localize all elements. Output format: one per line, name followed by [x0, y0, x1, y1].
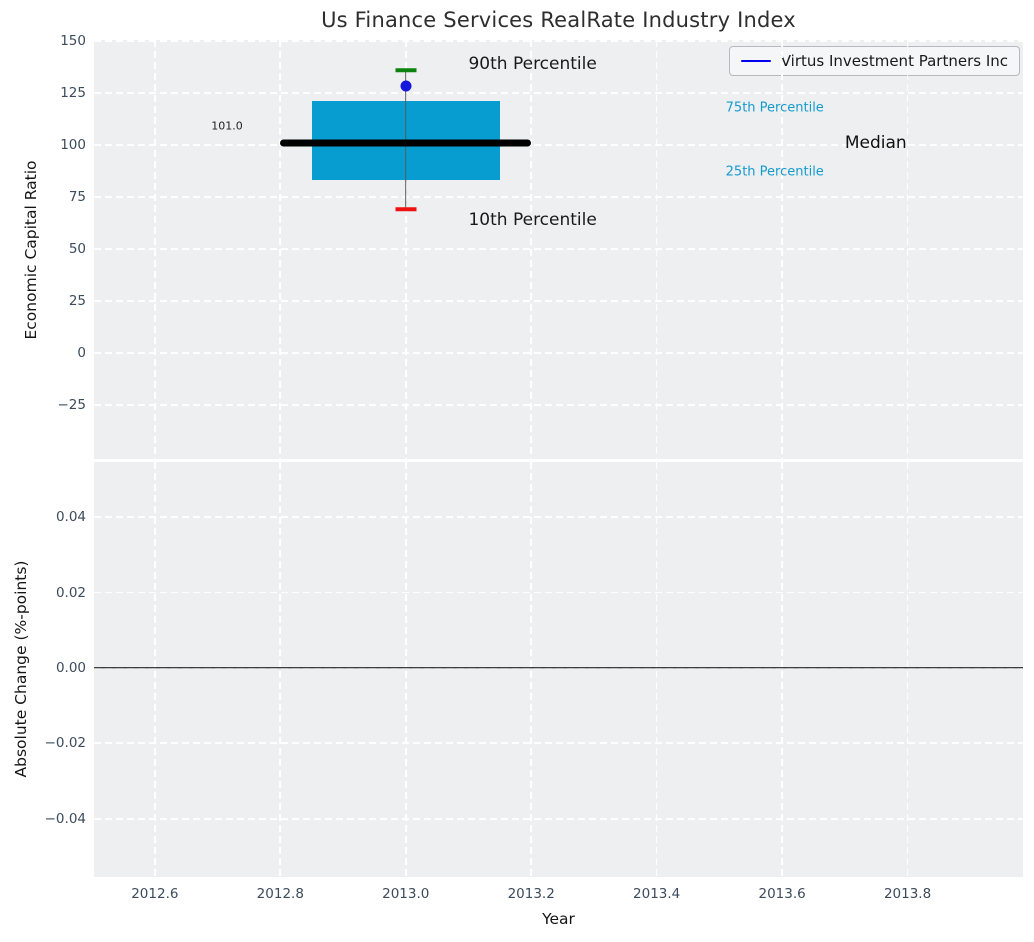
p10-cap — [395, 207, 417, 212]
gridline-vertical — [530, 462, 533, 877]
gridline-horizontal — [94, 196, 1023, 198]
gridline-vertical — [655, 462, 658, 877]
gridline-vertical — [781, 40, 784, 459]
x-tick-label: 2013.0 — [382, 886, 430, 902]
gridline-vertical — [404, 40, 407, 459]
zero-line — [94, 667, 1023, 669]
gridline-vertical — [404, 462, 407, 877]
gridline-vertical — [906, 40, 909, 459]
y-axis-label-top: Economic Capital Ratio — [22, 160, 40, 340]
y-tick-label: 0.02 — [55, 584, 86, 601]
gridline-horizontal — [94, 817, 1023, 820]
gridline-vertical — [279, 462, 282, 877]
gridline-horizontal — [94, 92, 1023, 94]
legend-line-icon — [740, 59, 771, 63]
gridline-horizontal — [94, 404, 1023, 406]
annotation: 75th Percentile — [725, 100, 824, 116]
gridline-vertical — [279, 40, 282, 459]
y-tick-label: −25 — [57, 396, 87, 413]
gridline-vertical — [906, 462, 909, 877]
y-tick-label: −0.04 — [44, 810, 86, 827]
annotation: 25th Percentile — [725, 164, 824, 180]
annotation: 101.0 — [211, 119, 243, 133]
legend: Virtus Investment Partners Inc — [728, 46, 1020, 76]
x-tick-label: 2012.8 — [256, 886, 304, 902]
y-tick-label: 0.04 — [55, 509, 86, 526]
x-tick-label: 2013.6 — [758, 886, 806, 902]
gridline-vertical — [153, 40, 156, 459]
y-tick-label: 25 — [68, 292, 86, 309]
annotation: 10th Percentile — [468, 209, 597, 230]
gridline-horizontal — [94, 300, 1023, 302]
gridline-horizontal — [94, 144, 1023, 146]
gridline-horizontal — [94, 516, 1023, 518]
y-tick-label: 0 — [77, 344, 86, 361]
y-tick-label: −0.02 — [44, 735, 86, 752]
y-tick-label: 50 — [68, 240, 86, 257]
gridline-vertical — [530, 40, 533, 459]
y-tick-label: 125 — [60, 85, 86, 102]
gridline-vertical — [655, 40, 658, 459]
annotation: 90th Percentile — [468, 53, 597, 74]
gridline-vertical — [781, 462, 784, 877]
chart-title: Us Finance Services RealRate Industry In… — [321, 8, 796, 32]
x-tick-label: 2012.6 — [131, 886, 179, 902]
axes-bottom-change: 0.04 0.02 0.00 −0.02 −0.04 2012.6 2012.8 2013.0… — [45, 462, 1023, 902]
axes-top-boxplot: Virtus Investment Partners Inc 150 125 100… — [58, 33, 1023, 459]
company-point — [400, 80, 412, 92]
gridline-horizontal — [94, 742, 1023, 745]
y-tick-label: 100 — [60, 137, 86, 153]
x-tick-label: 2013.8 — [883, 886, 932, 902]
gridline-horizontal — [94, 40, 1023, 42]
gridline-horizontal — [94, 591, 1023, 594]
x-tick-label: 2013.4 — [633, 886, 681, 902]
median-line — [280, 139, 532, 147]
gridline-horizontal — [94, 248, 1023, 250]
y-tick-label: 150 — [60, 33, 86, 50]
legend-label: Virtus Investment Partners Inc — [780, 52, 1008, 70]
annotation: Median — [844, 132, 907, 153]
y-axis-label-bottom: Absolute Change (%-points) — [12, 560, 30, 778]
x-axis-label: Year — [542, 910, 575, 928]
gridline-vertical — [153, 462, 156, 877]
p90-cap — [395, 68, 417, 72]
x-tick-label: 2013.2 — [507, 886, 555, 902]
gridline-horizontal — [94, 352, 1023, 354]
y-tick-label: 75 — [68, 188, 86, 205]
y-tick-label: 0.00 — [55, 659, 86, 676]
